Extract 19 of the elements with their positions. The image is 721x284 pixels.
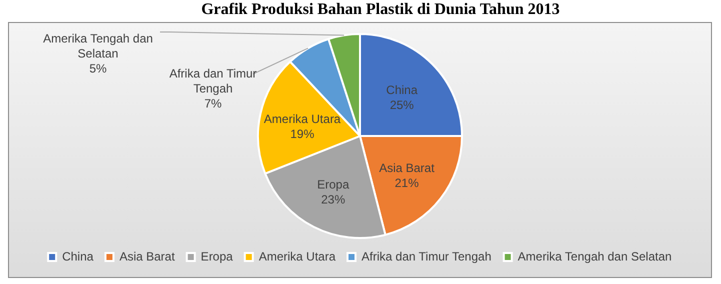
legend-label: Asia Barat [119, 249, 176, 264]
slice-label: Asia Barat [379, 161, 436, 176]
legend-label: Amerika Utara [258, 249, 336, 264]
data-label: 7% [204, 96, 222, 110]
legend-label: Eropa [200, 249, 234, 264]
slice-label: Eropa [317, 178, 350, 192]
legend-label: Amerika Tengah dan Selatan [518, 249, 672, 264]
legend-label: China [62, 249, 94, 264]
slice-label: Amerika Tengah dan Selatan [43, 31, 153, 60]
chart-title: Grafik Produksi Bahan Plastik di Dunia Tahun 2013 [200, 0, 561, 20]
slice-label: Afrika dan Timur Tengah [169, 66, 257, 96]
slice-label: Amerika Utara [264, 112, 341, 126]
slice-label: China [386, 82, 418, 97]
data-label: 21% [394, 176, 420, 190]
legend-label: Afrika dan Timur Tengah [362, 249, 492, 264]
data-label: 19% [290, 126, 315, 141]
data-label: 23% [321, 192, 346, 207]
data-label: 5% [89, 61, 107, 76]
data-label: 25% [390, 98, 414, 112]
